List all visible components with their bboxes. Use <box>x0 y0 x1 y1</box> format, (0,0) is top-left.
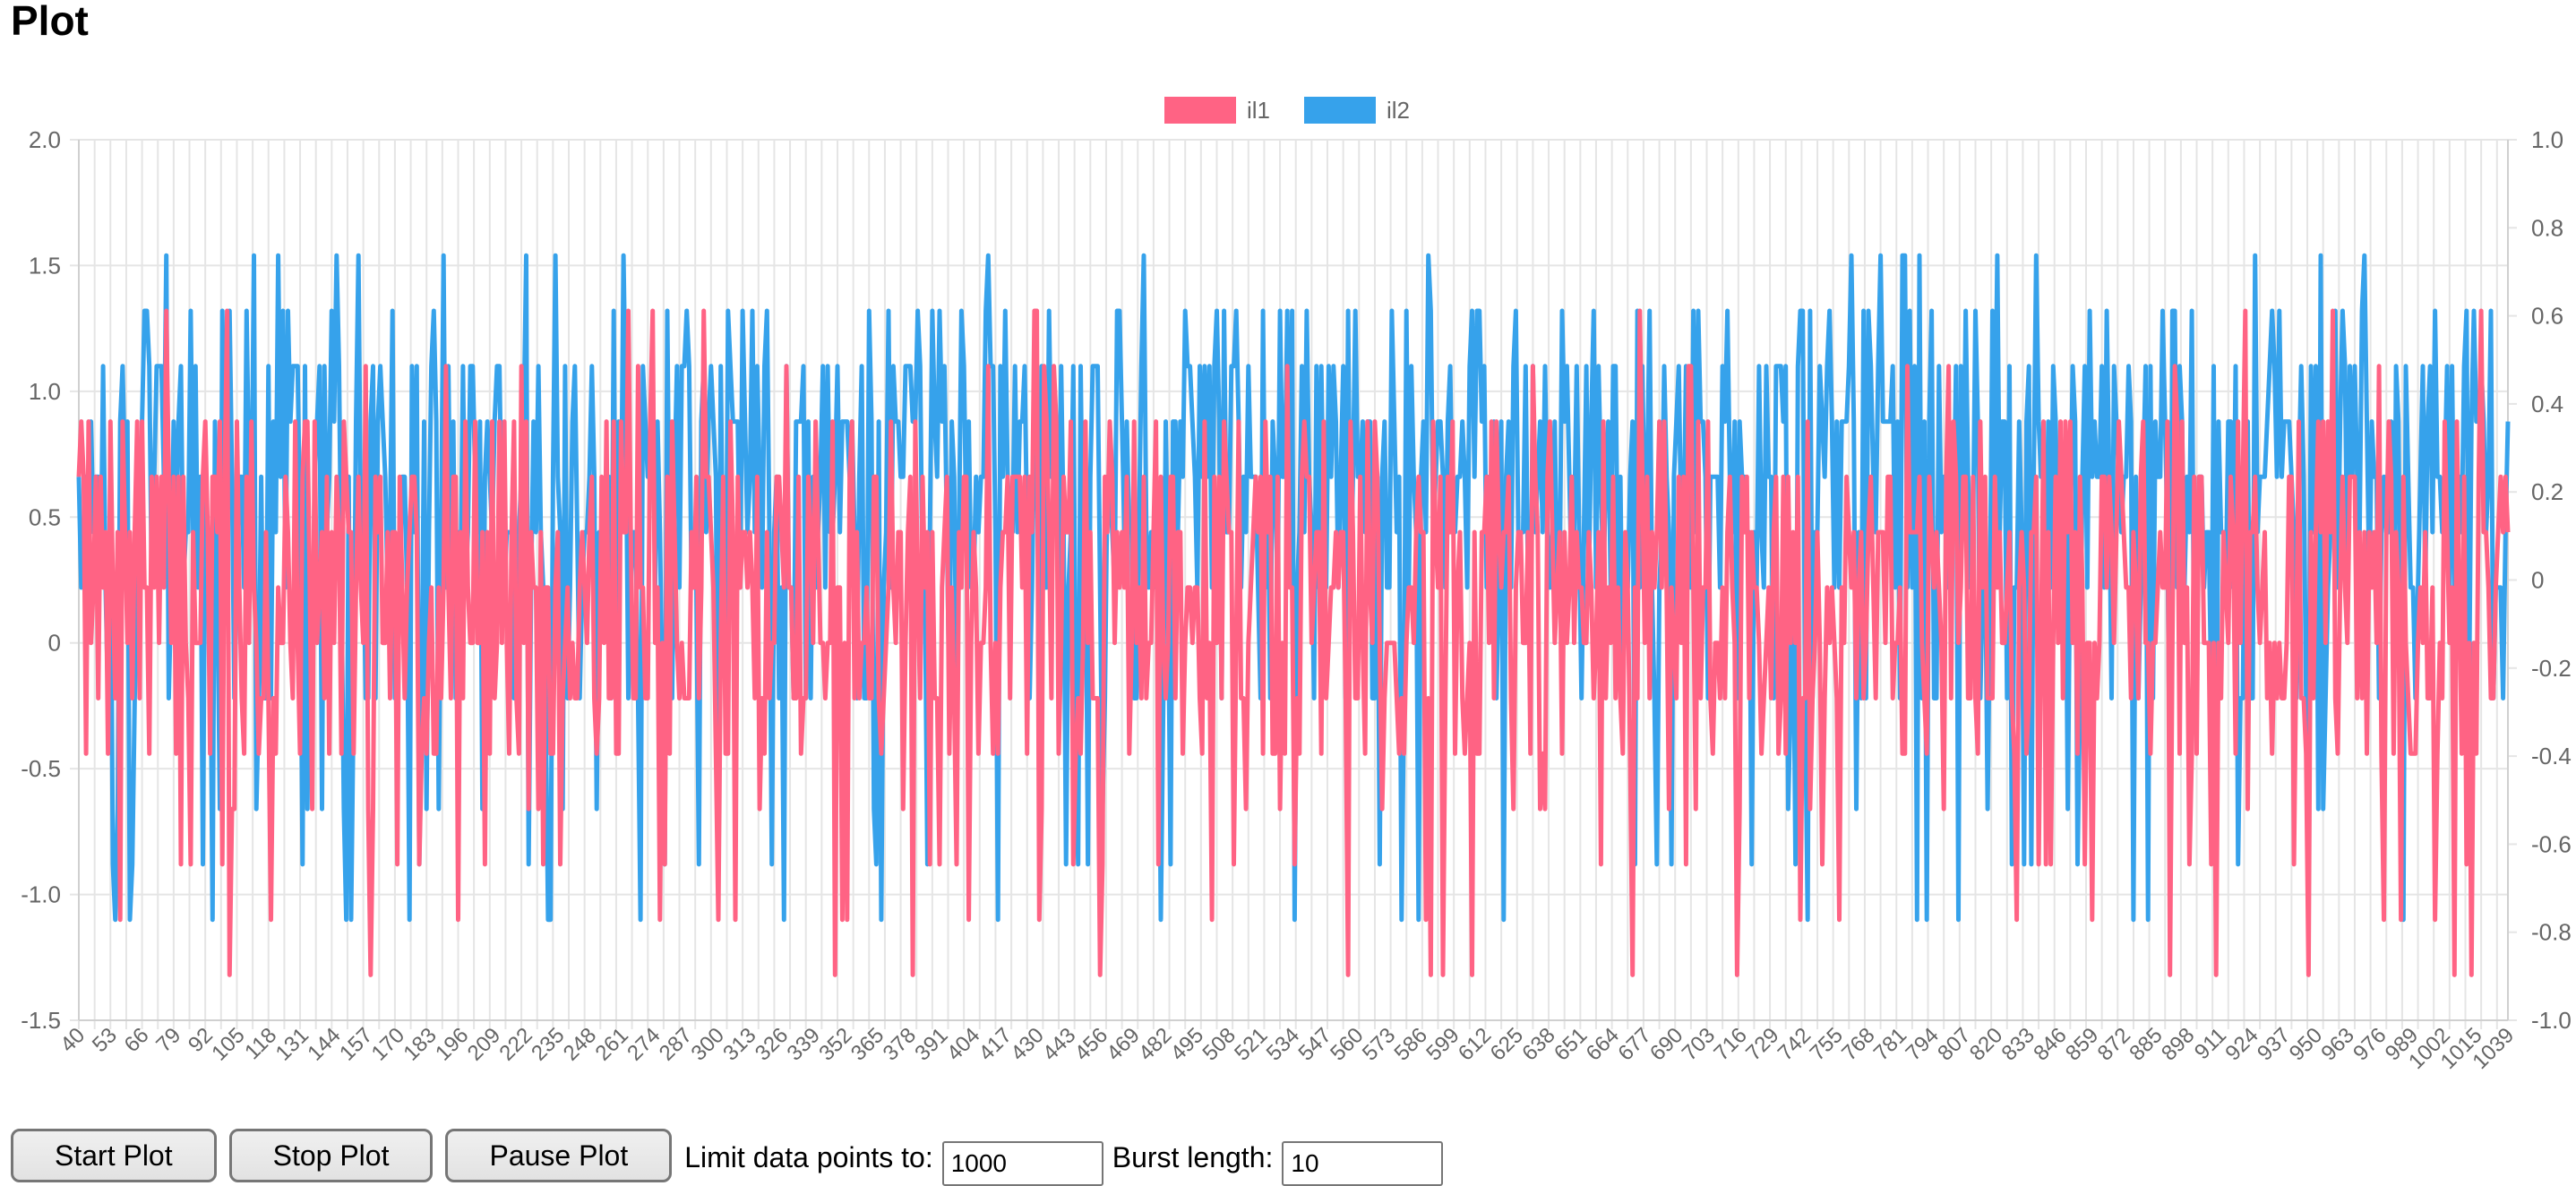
legend-label-il1: il1 <box>1247 97 1270 124</box>
y2-tick-label: 0.8 <box>2531 214 2563 241</box>
y-tick-label: 2.0 <box>29 126 61 153</box>
legend-label-il2: il2 <box>1387 97 1410 124</box>
y2-tick-label: -1.0 <box>2531 1007 2572 1034</box>
chart-series <box>76 253 2511 977</box>
x-tick-label: 66 <box>120 1023 154 1057</box>
y-tick-label: 0 <box>48 630 61 657</box>
y-tick-label: 0.5 <box>29 503 61 530</box>
chart-legend: il1 il2 <box>1164 97 1410 124</box>
x-tick-label: 53 <box>88 1023 122 1057</box>
y2-tick-label: 0.6 <box>2531 303 2563 330</box>
burst-length-label: Burst length: <box>1112 1141 1274 1173</box>
pause-plot-button[interactable]: Pause Plot <box>445 1129 673 1182</box>
limit-data-points-input[interactable] <box>941 1141 1103 1186</box>
y2-tick-label: 0.4 <box>2531 391 2563 417</box>
y-tick-label: -1.0 <box>21 881 61 908</box>
start-plot-button[interactable]: Start Plot <box>11 1129 217 1182</box>
y2-tick-label: 1.0 <box>2531 126 2563 153</box>
burst-length-input[interactable] <box>1282 1141 1444 1186</box>
y2-tick-label: 0.2 <box>2531 478 2563 505</box>
y-tick-label: -0.5 <box>21 755 61 782</box>
series-line-il1 <box>76 308 2511 977</box>
line-chart: 2.0 1.5 1.0 0.5 0 -0.5 -1.0 -1.5 1.0 0.8 0.6 0.4 0.2… <box>21 97 2572 1074</box>
page-title: Plot <box>11 0 89 44</box>
y2-tick-label: 0 <box>2531 567 2544 594</box>
legend-swatch-il1 <box>1164 97 1236 124</box>
y2-tick-label: -0.8 <box>2531 919 2572 946</box>
stop-plot-button[interactable]: Stop Plot <box>228 1129 434 1182</box>
y-tick-label: 1.5 <box>29 252 61 279</box>
y-tick-label: -1.5 <box>21 1007 61 1034</box>
x-tick-label: 79 <box>151 1023 185 1057</box>
limit-data-points-label: Limit data points to: <box>684 1141 933 1173</box>
control-bar: Start Plot Stop Plot Pause Plot Limit da… <box>11 1129 1444 1186</box>
y-tick-label: 1.0 <box>29 378 61 405</box>
legend-swatch-il2 <box>1304 97 1376 124</box>
y2-tick-label: -0.4 <box>2531 743 2572 769</box>
y2-tick-label: -0.6 <box>2531 830 2572 857</box>
y2-tick-label: -0.2 <box>2531 655 2572 682</box>
